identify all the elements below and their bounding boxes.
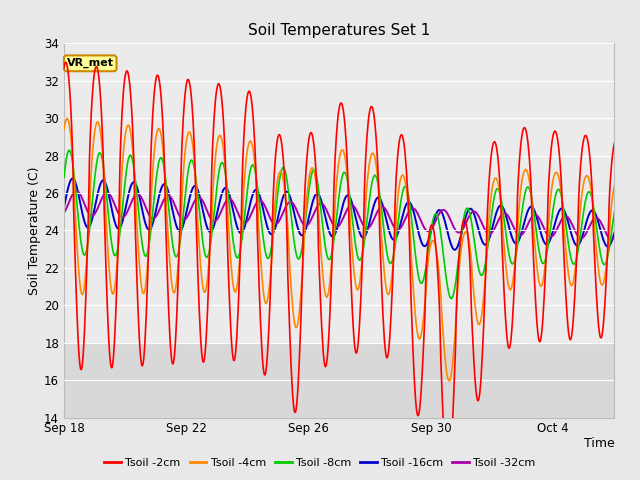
Y-axis label: Soil Temperature (C): Soil Temperature (C) — [28, 166, 42, 295]
X-axis label: Time: Time — [584, 437, 614, 450]
Text: VR_met: VR_met — [67, 58, 114, 69]
Bar — [64, 343, 614, 418]
Title: Soil Temperatures Set 1: Soil Temperatures Set 1 — [248, 23, 430, 38]
Legend: Tsoil -2cm, Tsoil -4cm, Tsoil -8cm, Tsoil -16cm, Tsoil -32cm: Tsoil -2cm, Tsoil -4cm, Tsoil -8cm, Tsoi… — [100, 453, 540, 472]
